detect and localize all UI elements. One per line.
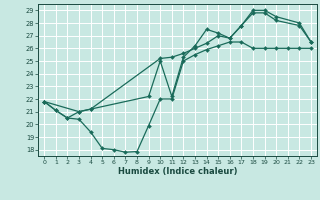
X-axis label: Humidex (Indice chaleur): Humidex (Indice chaleur) (118, 167, 237, 176)
